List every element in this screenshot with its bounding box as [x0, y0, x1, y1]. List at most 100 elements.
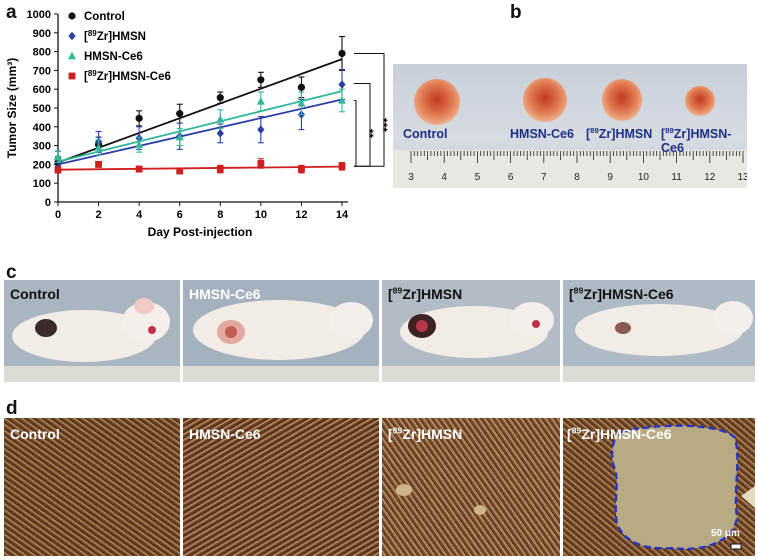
data-point — [297, 83, 306, 91]
ruler-label: 9 — [607, 172, 613, 183]
data-point — [338, 162, 346, 170]
tumor-label-zr-hmsn: [89Zr]HMSN — [586, 125, 653, 141]
data-point — [257, 160, 265, 167]
tumor-hmsn-ce6 — [523, 78, 567, 122]
data-point — [216, 115, 225, 123]
mouse-photo-zr-hmsn: [89Zr]HMSN — [382, 280, 560, 382]
data-point — [257, 125, 265, 134]
mouse-label-control: Control — [10, 286, 60, 302]
data-point — [257, 76, 265, 84]
x-tick-label: 10 — [255, 209, 267, 221]
legend-label: Control — [84, 11, 125, 23]
x-tick-label: 2 — [96, 209, 102, 221]
scale-bar — [730, 543, 742, 550]
mouse-photo-control: Control — [4, 280, 180, 382]
x-tick-label: 12 — [295, 209, 307, 221]
necrosis-region-outline — [611, 424, 739, 550]
data-point — [95, 161, 102, 168]
mouse-photo-hmsn-ce6: HMSN-Ce6 — [183, 280, 379, 382]
x-tick-label: 0 — [55, 209, 61, 221]
data-point — [54, 166, 62, 174]
panel-label-d: d — [6, 398, 18, 419]
y-tick-label: 1000 — [27, 9, 51, 21]
histology-label-control: Control — [10, 426, 60, 442]
data-point — [175, 132, 184, 141]
y-tick-label: 0 — [45, 197, 51, 209]
significance-label: ** — [362, 129, 376, 139]
histology-zr-hmsn-ce6: [89Zr]HMSN-Ce6 50 μm — [563, 418, 755, 556]
y-tick-label: 600 — [33, 84, 51, 96]
histology-label-zr-hmsn: [89Zr]HMSN — [388, 425, 463, 442]
ruler-label: 10 — [638, 172, 650, 183]
fit-line — [57, 165, 343, 171]
data-point — [338, 49, 346, 58]
y-tick-label: 700 — [33, 65, 51, 77]
histology-zr-hmsn: [89Zr]HMSN — [382, 418, 560, 556]
ruler-label: 11 — [671, 172, 682, 183]
y-tick-label: 300 — [33, 141, 51, 153]
tumor-growth-chart: 0 100 200 300 400 500 600 700 800 900 1000 0 2 4 6 8 10 1… — [5, 9, 400, 239]
ruler-label: 7 — [541, 172, 547, 183]
data-point — [338, 96, 346, 104]
mouse-label-zr-hmsn-ce6: [89Zr]HMSN-Ce6 — [569, 285, 674, 302]
y-tick-label: 500 — [33, 103, 51, 115]
data-point — [298, 165, 305, 173]
histology-label-zr-hmsn-ce6: [89Zr]HMSN-Ce6 — [567, 425, 672, 442]
data-point — [216, 94, 224, 102]
data-point — [216, 129, 224, 138]
y-tick-label: 900 — [33, 28, 51, 40]
data-point — [216, 165, 224, 173]
data-point — [54, 152, 62, 161]
ruler-label: 4 — [441, 172, 447, 183]
tumor-photo: 3 4 5 6 7 8 9 10 11 12 13 Control HMSN-Ce6 [89Zr]H… — [393, 64, 747, 188]
histology-hmsn-ce6: HMSN-Ce6 — [183, 418, 379, 556]
data-point — [338, 80, 346, 89]
data-point — [68, 12, 76, 20]
y-tick-label: 200 — [33, 159, 51, 171]
ruler-label: 8 — [574, 172, 580, 183]
tumor-label-control: Control — [403, 127, 448, 141]
data-point — [135, 114, 143, 122]
legend-label: [89Zr]HMSN — [84, 29, 146, 43]
ruler-label: 5 — [475, 172, 481, 183]
x-tick-label: 8 — [217, 209, 223, 221]
significance-label: *** — [376, 118, 390, 132]
tumor-site-control — [35, 319, 57, 337]
data-point — [94, 143, 103, 151]
data-point — [68, 51, 76, 60]
tumor-label-hmsn-ce6: HMSN-Ce6 — [510, 127, 574, 141]
data-point — [135, 165, 143, 173]
panel-label-a: a — [6, 2, 17, 23]
data-point — [135, 140, 144, 148]
tumor-site-zr-hmsn-ce6 — [615, 322, 631, 334]
fit-line — [57, 98, 343, 166]
significance-bracket — [354, 83, 371, 167]
fit-line — [57, 58, 343, 164]
y-tick-label: 100 — [33, 178, 51, 190]
legend-label: HMSN-Ce6 — [84, 51, 143, 63]
data-point — [176, 167, 184, 175]
ruler-label: 6 — [508, 172, 514, 183]
data-point — [68, 31, 76, 41]
mouse-photo-zr-hmsn-ce6: [89Zr]HMSN-Ce6 — [563, 280, 755, 382]
panel-label-b: b — [510, 2, 522, 23]
x-axis-label: Day Post-injection — [148, 225, 253, 239]
tumor-zr-hmsn-ce6 — [685, 86, 715, 116]
tumor-control — [414, 79, 460, 125]
mouse-label-zr-hmsn: [89Zr]HMSN — [388, 285, 463, 302]
significance-bracket — [354, 52, 385, 167]
scale-bar-label: 50 μm — [711, 528, 740, 539]
panel-label-c: c — [6, 262, 17, 283]
significance-bracket — [354, 99, 357, 167]
y-tick-label: 400 — [33, 122, 51, 134]
ruler-label: 13 — [737, 172, 747, 183]
ruler-label: 12 — [704, 172, 716, 183]
legend-label: [89Zr]HMSN-Ce6 — [84, 69, 171, 83]
tumor-label-zr-hmsn-ce6: [89Zr]HMSN-Ce6 — [661, 125, 732, 155]
data-point — [176, 110, 184, 118]
data-point — [68, 72, 76, 80]
histology-control: Control — [4, 418, 180, 556]
ruler-label: 3 — [408, 172, 414, 183]
x-tick-label: 6 — [177, 209, 183, 221]
x-tick-label: 14 — [336, 209, 349, 221]
